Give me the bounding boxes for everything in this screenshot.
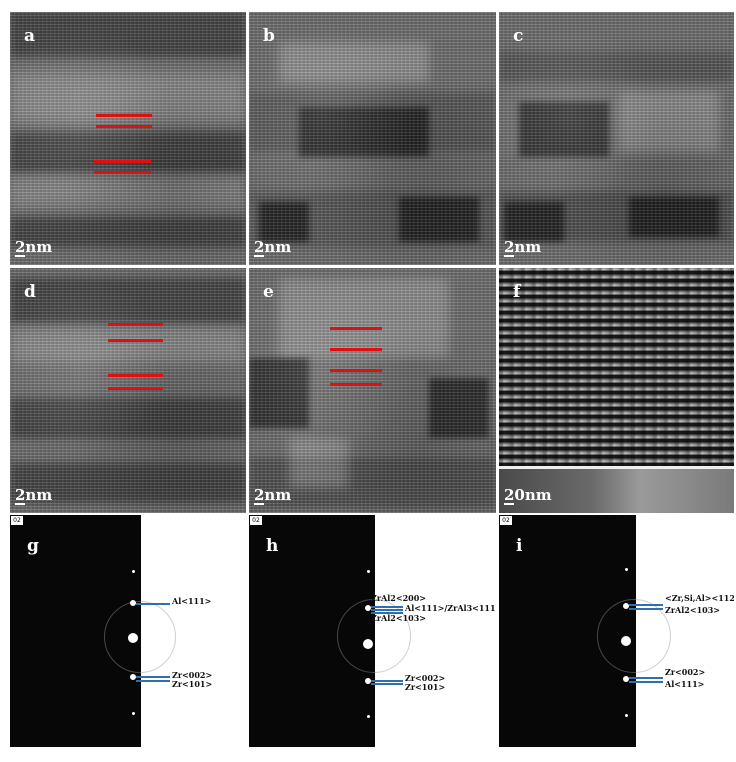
index-line <box>136 680 170 682</box>
lattice-marker-line <box>96 114 152 117</box>
scale-bar <box>504 255 514 257</box>
diffraction-label: Zr<002> <box>665 667 706 677</box>
panel-letter: e <box>263 282 274 302</box>
lattice-marker-line <box>330 369 382 372</box>
panel-letter: i <box>516 536 523 556</box>
index-line <box>136 603 170 605</box>
index-line <box>629 608 663 610</box>
tem-panel-c: c 2nm <box>499 12 734 265</box>
scale-label: 2nm <box>254 486 292 504</box>
lattice-marker-line <box>108 339 163 342</box>
diffraction-label: Zr<002> <box>405 673 446 683</box>
scale-label: 2nm <box>254 238 292 256</box>
saed-panel-g: 02 g Al<111> Zr<002> Zr<101> <box>10 515 246 747</box>
tem-panel-e: e 2nm <box>249 268 496 513</box>
diffraction-label: Zr<002> <box>172 670 213 680</box>
panel-letter: b <box>263 26 275 46</box>
lattice-marker-line <box>108 387 163 390</box>
scale-label: 2nm <box>15 238 53 256</box>
lattice-marker-line <box>94 171 151 174</box>
panel-letter: a <box>24 26 36 46</box>
index-line <box>629 604 663 606</box>
lattice-marker-line <box>108 374 163 377</box>
diffraction-label: <Zr,Si,Al><112> <box>665 593 734 603</box>
scale-bar <box>504 503 514 505</box>
panel-tag: 02 <box>250 516 262 525</box>
diffraction-label: Zr<101> <box>172 679 213 689</box>
scale-bar <box>15 503 25 505</box>
lattice-marker-line <box>94 160 151 163</box>
panel-letter: d <box>24 282 36 302</box>
index-line <box>371 680 403 682</box>
saed-panel-h: 02 h ZrAl2<200> Al<111>/ZrAl3<111> ZrAl2… <box>249 515 496 747</box>
index-line <box>371 683 403 685</box>
lattice-marker-line <box>96 125 152 128</box>
diffraction-label: Al<111>/ZrAl3<111> <box>405 603 496 613</box>
tem-panel-d: d 2nm <box>10 268 246 513</box>
tem-panel-a: a 2nm <box>10 12 246 265</box>
panel-letter: g <box>27 536 39 556</box>
saed-panel-i: 02 i <Zr,Si,Al><112> ZrAl2<103> Zr<002> … <box>499 515 734 747</box>
scale-label: 2nm <box>504 238 542 256</box>
scale-label: 2nm <box>15 486 53 504</box>
scale-bar <box>254 255 264 257</box>
diffraction-label: ZrAl2<200> <box>371 593 426 603</box>
index-line <box>629 681 663 683</box>
diffraction-label: Al<111> <box>665 679 705 689</box>
lattice-marker-line <box>330 348 382 351</box>
index-line <box>371 609 403 611</box>
index-line <box>371 606 403 608</box>
panel-letter: h <box>266 536 279 556</box>
panel-letter: f <box>513 282 521 302</box>
diffraction-label: Zr<101> <box>405 682 446 692</box>
panel-tag: 02 <box>500 516 512 525</box>
scale-label: 20nm <box>504 486 552 504</box>
lattice-marker-line <box>330 327 382 330</box>
index-line <box>371 612 403 614</box>
index-line <box>136 676 170 678</box>
scale-bar <box>254 503 264 505</box>
diffraction-label: ZrAl2<103> <box>665 605 720 615</box>
tem-panel-f: f 20nm <box>499 268 734 513</box>
panel-tag: 02 <box>11 516 23 525</box>
lattice-marker-line <box>108 323 163 326</box>
lattice-marker-line <box>330 383 382 386</box>
index-line <box>629 677 663 679</box>
scale-bar <box>15 255 25 257</box>
tem-panel-b: b 2nm <box>249 12 496 265</box>
panel-letter: c <box>513 26 524 46</box>
diffraction-label: Al<111> <box>172 596 212 606</box>
diffraction-label: ZrAl2<103> <box>371 613 426 623</box>
